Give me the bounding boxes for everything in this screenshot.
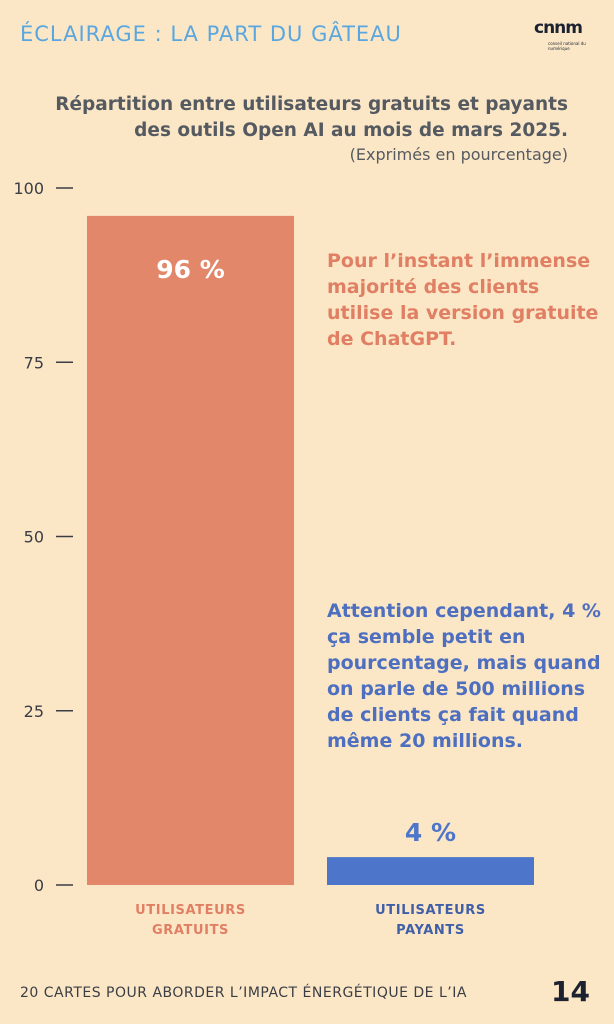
bar	[87, 215, 294, 885]
annotation-free-users: Pour l’instant l’immense majorité des cl…	[327, 250, 599, 350]
bar	[327, 857, 534, 885]
chart-title: Répartition entre utilisateurs gratuits …	[55, 94, 568, 141]
category-label: UTILISATEURS	[375, 903, 486, 918]
category-label: UTILISATEURS	[135, 903, 246, 918]
header-title: ÉCLAIRAGE : LA PART DU GÂTEAU	[20, 22, 402, 46]
y-tick-label: 100	[13, 179, 44, 198]
chart-subtitle: (Exprimés en pourcentage)	[349, 145, 568, 164]
bar-value-label: 96 %	[156, 255, 225, 284]
annotation-paid-users: Attention cependant, 4 % ça semble petit…	[327, 600, 601, 752]
y-tick-label: 25	[24, 702, 44, 721]
y-tick-label: 75	[24, 353, 44, 372]
footer-text: 20 CARTES POUR ABORDER L’IMPACT ÉNERGÉTI…	[20, 985, 467, 1001]
bar-chart: 0 25 50 75 100 96 % UTILISATEURS GRATUITS 4 % UTI…	[13, 179, 534, 938]
category-label: PAYANTS	[396, 923, 465, 938]
y-tick-label: 50	[24, 528, 44, 547]
logo-subtitle: conseil national du numérique	[548, 41, 586, 51]
y-tick-label: 0	[34, 876, 44, 895]
cnnum-logo: cnnm conseil national du numérique	[534, 18, 596, 58]
page-number: 14	[551, 975, 590, 1008]
bar-value-label: 4 %	[405, 818, 456, 847]
category-label: GRATUITS	[152, 923, 229, 938]
logo-wordmark: cnnm	[534, 18, 583, 38]
